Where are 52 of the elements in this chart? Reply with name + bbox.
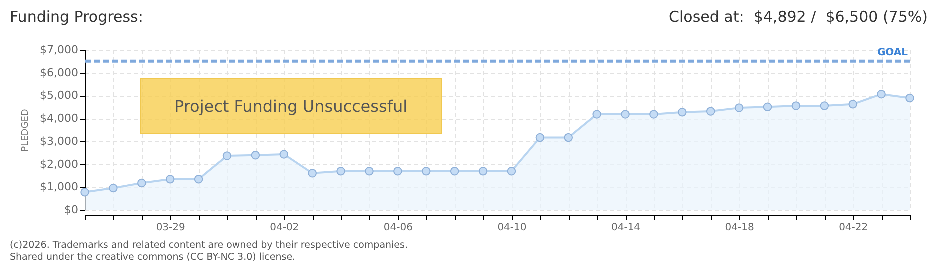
y-tick-label: $4,000 [40,112,78,126]
ref-line-label: GOAL [877,47,909,58]
point [592,110,602,119]
point [564,133,573,142]
status-banner: Project Funding Unsuccessful [140,78,442,134]
point [251,151,260,160]
point [650,110,658,119]
y-tick-label: $2,000 [40,158,78,171]
x-tick-label: 04-22 [839,222,868,234]
point [734,104,744,112]
x-tick-label: 04-18 [725,222,754,234]
point [336,167,346,176]
point [820,102,830,110]
text: (c)2026. Trademarks and related content are owned by their respective companies. [10,240,408,252]
y-axis-title: PLEDGED [21,109,32,152]
point [536,133,545,142]
x-tick-label: 04-02 [270,222,300,234]
point [848,100,858,109]
point [138,178,146,188]
x-tick-label: 04-10 [498,222,527,234]
point [706,107,716,116]
point [906,94,914,103]
y-tick-label: $0 [64,204,78,216]
point [678,108,687,117]
point [80,188,90,197]
point [308,169,317,178]
point [222,152,232,160]
point [792,102,801,110]
x-tick-label: 03-29 [156,222,186,234]
point [166,175,175,184]
point [422,167,431,176]
y-tick-label: $6,000 [40,66,78,80]
y-tick-label: $1,000 [40,180,78,194]
point [877,90,886,99]
chart-subtitle: Closed at: $4,892 / $6,500 (75%) [669,8,928,26]
chart-title: Funding Progress: [10,8,144,26]
y-tick-label: $7,000 [40,44,78,56]
point [109,184,118,193]
point [763,102,772,112]
point [621,110,630,119]
y-tick-label: $5,000 [40,89,78,102]
point [194,175,204,184]
point [365,167,374,176]
x-tick-label: 04-06 [384,222,413,234]
point [450,167,460,176]
y-tick-label: $3,000 [40,134,78,148]
point [280,150,289,159]
point [478,167,488,176]
point [507,167,516,176]
point [394,167,402,176]
x-tick-label: 04-14 [611,222,641,234]
text: Shared under the creative commons (CC BY-NC 3.0) license. [10,252,297,264]
